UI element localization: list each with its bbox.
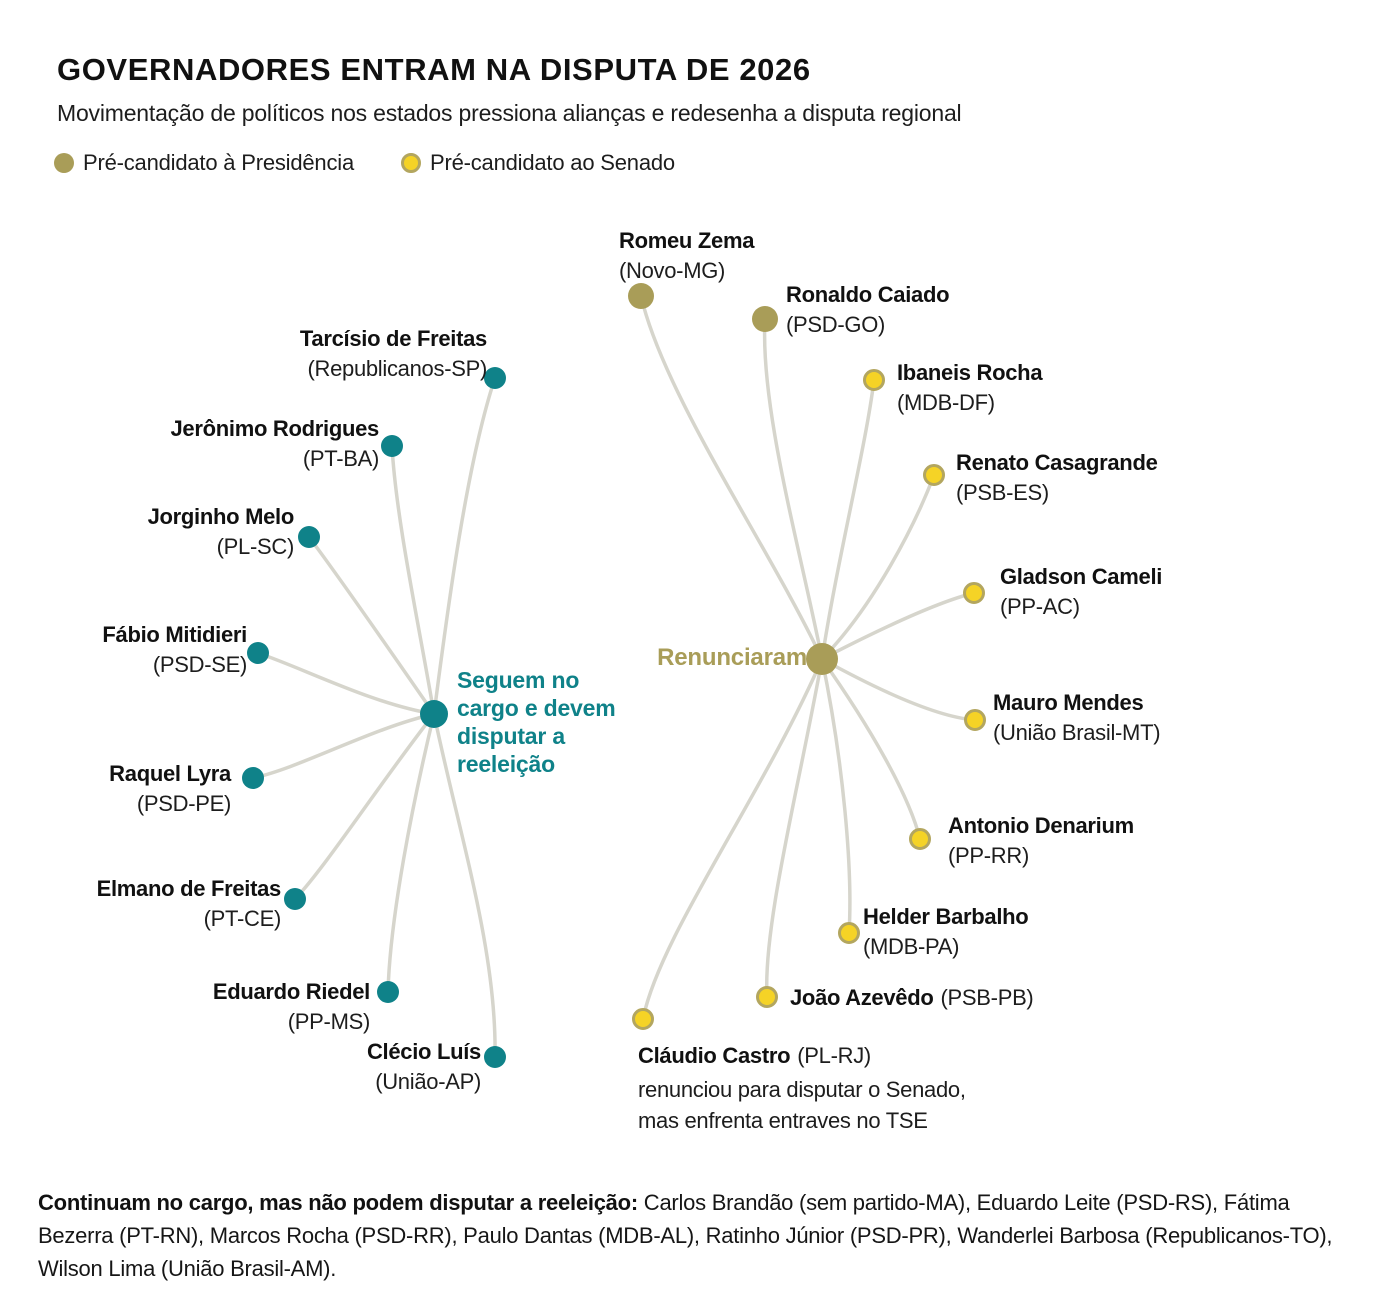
- connector-tarcisio: [432, 376, 497, 716]
- connector-gladson: [820, 591, 976, 661]
- node-dot-joao-azevedo: [756, 986, 778, 1008]
- node-label-antonio-denarium: Antonio Denarium (PP-RR): [948, 813, 1134, 868]
- footnote: Continuam no cargo, mas não podem disput…: [38, 1186, 1353, 1285]
- node-dot-gladson-cameli: [963, 582, 985, 604]
- node-label-clecio-luis: Clécio Luís (União-AP): [366, 1039, 481, 1094]
- connector-antonio: [820, 657, 922, 841]
- claudio-castro-note-line1: renunciou para disputar o Senado,: [638, 1077, 966, 1102]
- page-title: GOVERNADORES ENTRAM NA DISPUTA DE 2026: [57, 52, 811, 87]
- node-label-gladson-cameli: Gladson Cameli (PP-AC): [1000, 564, 1163, 619]
- footnote-lead: Continuam no cargo, mas não podem disput…: [38, 1190, 638, 1215]
- page-subtitle: Movimentação de políticos nos estados pr…: [57, 100, 962, 126]
- claudio-castro-note-line2: mas enfrenta entraves no TSE: [638, 1108, 928, 1133]
- connector-ibaneis: [820, 378, 876, 661]
- connector-claudio: [641, 657, 824, 1021]
- node-dot-tarcisio-de-freitas: [484, 367, 506, 389]
- hub-label-renunciaram: Renunciaram: [657, 644, 807, 671]
- node-label-claudio-castro: Cláudio Castro (PL-RJ) renunciou para dis…: [638, 1040, 966, 1136]
- node-label-ibaneis-rocha: Ibaneis Rocha (MDB-DF): [897, 360, 1043, 415]
- connector-fabio: [256, 651, 436, 716]
- node-dot-antonio-denarium: [909, 828, 931, 850]
- node-dot-renato-casagrande: [923, 464, 945, 486]
- hub-dot-renunciaram: [806, 643, 838, 675]
- node-dot-jeronimo-rodrigues: [381, 435, 403, 457]
- node-label-raquel-lyra: Raquel Lyra (PSD-PE): [109, 761, 231, 816]
- legend-label-presidencia: Pré-candidato à Presidência: [83, 150, 354, 175]
- node-label-eduardo-riedel: Eduardo Riedel (PP-MS): [212, 979, 370, 1034]
- node-dot-claudio-castro: [632, 1008, 654, 1030]
- node-dot-eduardo-riedel: [377, 981, 399, 1003]
- node-label-jorginho-melo: Jorginho Melo (PL-SC): [147, 504, 295, 559]
- node-label-jeronimo-rodrigues: Jerônimo Rodrigues (PT-BA): [170, 416, 379, 471]
- hub-label-seguem: Seguem no cargo e devem disputar a reele…: [457, 667, 616, 777]
- hub-dot-seguem: [420, 700, 448, 728]
- node-dot-helder-barbalho: [838, 922, 860, 944]
- connector-joao: [764, 657, 824, 999]
- node-dot-clecio-luis: [484, 1046, 506, 1068]
- node-label-renato-casagrande: Renato Casagrande (PSB-ES): [956, 450, 1158, 505]
- legend-item-senado: Pré-candidato ao Senado: [401, 150, 675, 176]
- node-dot-romeu-zema: [628, 283, 654, 309]
- connector-helder: [820, 657, 852, 935]
- node-dot-mauro-mendes: [964, 709, 986, 731]
- legend-item-presidencia: Pré-candidato à Presidência: [54, 150, 354, 176]
- node-label-fabio-mitidieri: Fábio Mitidieri (PSD-SE): [102, 622, 247, 677]
- node-label-ronaldo-caiado: Ronaldo Caiado (PSD-GO): [786, 282, 950, 337]
- node-label-elmano-de-freitas: Elmano de Freitas (PT-CE): [96, 876, 282, 931]
- connector-renato: [820, 473, 936, 661]
- connector-elmano: [293, 712, 436, 901]
- node-label-helder-barbalho: Helder Barbalho (MDB-PA): [863, 904, 1029, 959]
- connector-raquel: [251, 712, 436, 780]
- connector-lines: [251, 294, 977, 1059]
- connector-jeronimo: [390, 444, 436, 716]
- node-dot-elmano-de-freitas: [284, 888, 306, 910]
- node-dot-raquel-lyra: [242, 767, 264, 789]
- node-dot-jorginho-melo: [298, 526, 320, 548]
- node-label-tarcisio-de-freitas: Tarcísio de Freitas (Republicanos-SP): [299, 326, 487, 381]
- legend-dot-senado-icon: [401, 153, 421, 173]
- footnote-text: Carlos Brandão (sem partido-MA), Eduardo…: [38, 1190, 1333, 1281]
- connector-romeu: [639, 294, 824, 661]
- node-label-mauro-mendes: Mauro Mendes (União Brasil-MT): [993, 690, 1161, 745]
- node-label-romeu-zema: Romeu Zema (Novo-MG): [619, 228, 755, 283]
- legend-dot-presidencia-icon: [54, 153, 74, 173]
- connector-eduardo: [386, 712, 436, 994]
- node-dot-fabio-mitidieri: [247, 642, 269, 664]
- legend-label-senado: Pré-candidato ao Senado: [430, 150, 675, 175]
- connector-mauro: [820, 657, 977, 722]
- connector-clecio: [432, 712, 497, 1059]
- node-dot-ronaldo-caiado: [752, 306, 778, 332]
- connector-jorginho: [307, 535, 436, 716]
- node-dot-ibaneis-rocha: [863, 369, 885, 391]
- connector-ronaldo: [762, 317, 824, 661]
- node-label-joao-azevedo: João Azevêdo (PSB-PB): [790, 985, 1034, 1010]
